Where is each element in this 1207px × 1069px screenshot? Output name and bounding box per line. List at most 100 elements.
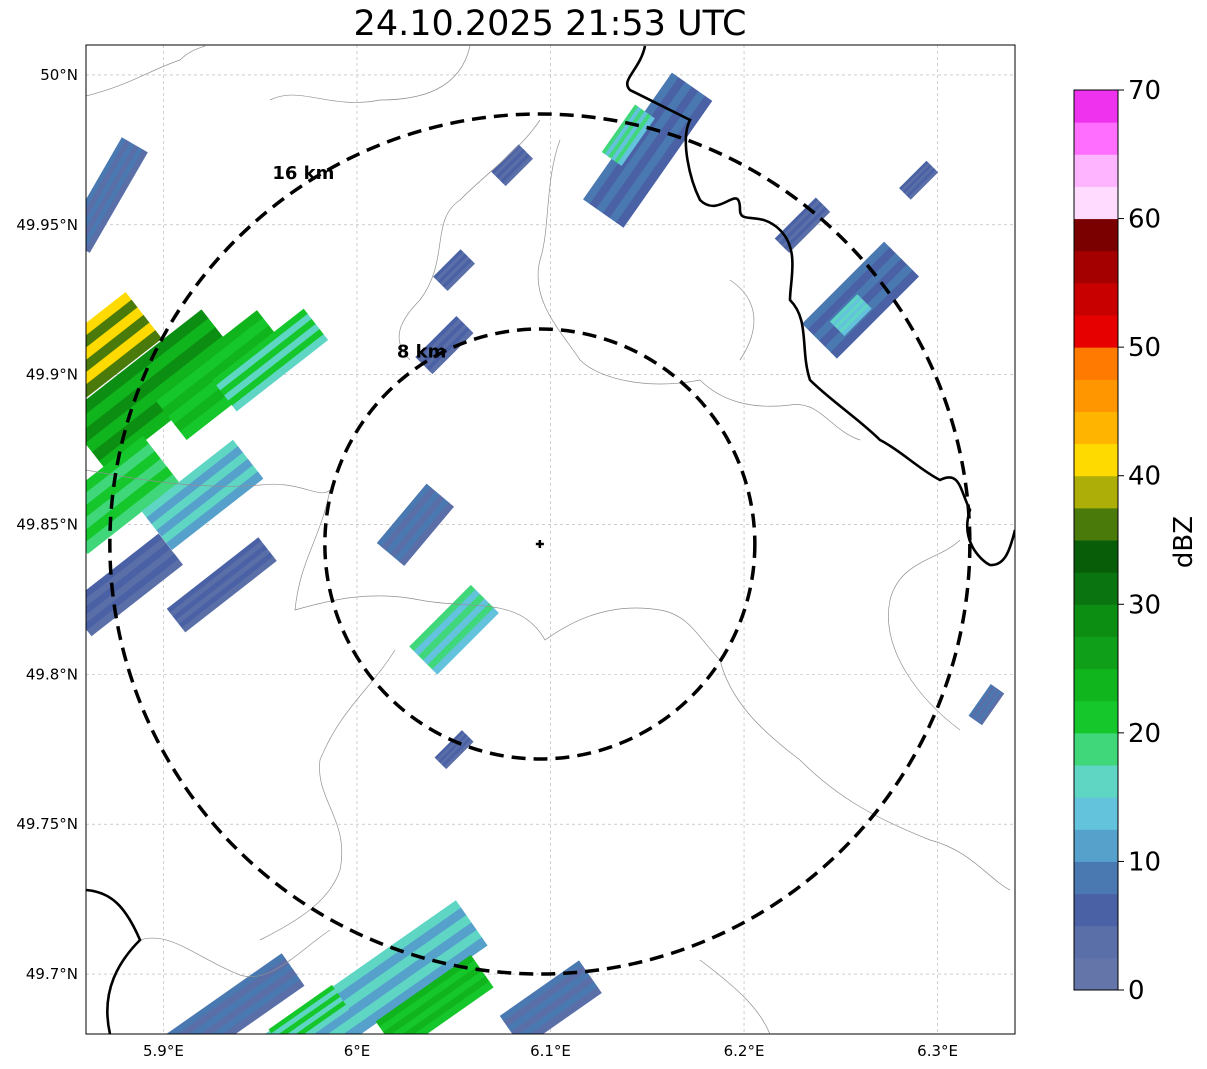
- echo-strip: [491, 144, 522, 175]
- echo-strip: [156, 458, 254, 538]
- echo-strip: [904, 166, 935, 197]
- echo-strip: [86, 146, 144, 251]
- colorbar-segment: [1074, 379, 1118, 412]
- echo-strip: [908, 169, 939, 200]
- echo-strip: [829, 294, 861, 325]
- echo-cell-west-cluster-3: [86, 292, 162, 399]
- echo-strip: [381, 487, 437, 552]
- echo-strip: [86, 451, 162, 532]
- echo-strip: [390, 494, 446, 559]
- radar-echo-layer: [86, 72, 1005, 1034]
- echo-cell-central-cell-1: [376, 483, 455, 567]
- echo-strip: [786, 208, 831, 253]
- echo-strip: [608, 108, 646, 160]
- echo-strip: [146, 963, 294, 1034]
- echo-strip: [900, 162, 931, 193]
- echo-cell-west-cluster-8: [86, 137, 148, 253]
- colorbar-segment: [1074, 604, 1118, 637]
- colorbar-segment: [1074, 282, 1118, 316]
- echo-strip: [435, 251, 466, 282]
- echo-strip: [286, 929, 483, 1034]
- echo-strip: [839, 303, 870, 334]
- echo-strip: [153, 974, 301, 1034]
- colorbar-tick-label: 20: [1128, 719, 1161, 749]
- colorbar: 0 10 20 30 40 50 60 70 dBZ: [1073, 76, 1199, 1006]
- echo-strip: [972, 686, 998, 721]
- radar-site-marker: [535, 539, 544, 548]
- echo-strip: [418, 318, 463, 364]
- echo-strip: [502, 155, 534, 187]
- echo-strip: [394, 981, 494, 1034]
- colorbar-segment: [1074, 925, 1118, 959]
- colorbar-segment: [1074, 765, 1118, 798]
- echo-strip: [427, 603, 495, 671]
- range-ring-1: [323, 327, 757, 761]
- echo-strip: [86, 543, 172, 621]
- y-tick-label: 49.8°N: [26, 665, 78, 683]
- colorbar-segment: [1074, 90, 1118, 123]
- echo-strip: [150, 969, 298, 1034]
- echo-strip: [507, 970, 591, 1033]
- echo-strip: [433, 249, 464, 280]
- echo-cell-south-band-4: [499, 960, 602, 1034]
- echo-strip: [86, 474, 180, 554]
- municipal-border-12: [699, 959, 771, 1034]
- echo-strip: [830, 270, 920, 359]
- echo-strip: [783, 206, 828, 251]
- axis-tick-labels: 5.9°E 6°E 6.1°E 6.2°E 6.3°E 50°N 49.95°N 49.9°N…: [16, 66, 958, 1060]
- echo-strip: [86, 327, 223, 445]
- echo-strip: [974, 688, 1001, 723]
- colorbar-segment: [1074, 668, 1118, 702]
- echo-strip: [426, 326, 471, 372]
- echo-strip: [832, 296, 863, 327]
- echo-strip: [181, 556, 277, 633]
- echo-strip: [601, 104, 640, 155]
- echo-strip: [151, 452, 249, 532]
- echo-cell-south-band-2: [375, 954, 494, 1034]
- echo-strip: [169, 541, 265, 618]
- y-tick-label: 49.7°N: [26, 965, 78, 983]
- echo-strip: [141, 439, 239, 519]
- echo-cell-south-band-3: [139, 953, 305, 1034]
- range-rings: 8 km 16 km: [108, 112, 972, 976]
- x-tick-label: 6.2°E: [724, 1042, 765, 1060]
- echo-strip: [441, 737, 472, 768]
- echo-strip: [499, 960, 584, 1023]
- echo-strip: [514, 981, 599, 1034]
- colorbar-segment: [1074, 443, 1118, 477]
- echo-strip: [86, 466, 174, 547]
- x-tick-label: 5.9°E: [143, 1042, 184, 1060]
- echo-strip: [282, 1004, 350, 1034]
- colorbar-segment: [1074, 186, 1118, 220]
- echo-strip: [432, 607, 499, 675]
- echo-strip: [216, 313, 313, 392]
- colorbar-segment: [1074, 315, 1118, 348]
- echo-cell-ne-band-6: [899, 160, 939, 200]
- echo-strip: [86, 314, 151, 383]
- colorbar-tick-label: 70: [1128, 76, 1161, 106]
- municipal-border-11: [888, 539, 961, 731]
- echo-strip: [802, 241, 891, 331]
- echo-strip: [420, 321, 466, 366]
- plot-frame: [85, 44, 1016, 1035]
- echo-strip: [86, 292, 133, 361]
- echo-strip: [172, 544, 268, 621]
- colorbar-tick-label: 0: [1128, 976, 1145, 1006]
- echo-cell-central-cell-6: [491, 144, 534, 187]
- echo-strip: [271, 988, 339, 1034]
- echo-strip: [383, 965, 483, 1034]
- echo-strip: [139, 953, 286, 1034]
- echo-strip: [156, 317, 270, 410]
- colorbar-tick-label: 10: [1128, 847, 1161, 877]
- echo-strip: [503, 965, 588, 1028]
- echo-strip: [86, 533, 164, 611]
- municipal-border-6: [294, 489, 721, 661]
- echo-strip: [86, 553, 180, 632]
- echo-strip: [162, 325, 276, 418]
- echo-cell-west-cluster-6: [86, 533, 183, 637]
- echo-strip: [291, 937, 488, 1034]
- x-tick-label: 6.3°E: [917, 1042, 958, 1060]
- echo-strip: [86, 458, 168, 539]
- echo-strip: [166, 537, 262, 614]
- echo-strip: [86, 538, 168, 616]
